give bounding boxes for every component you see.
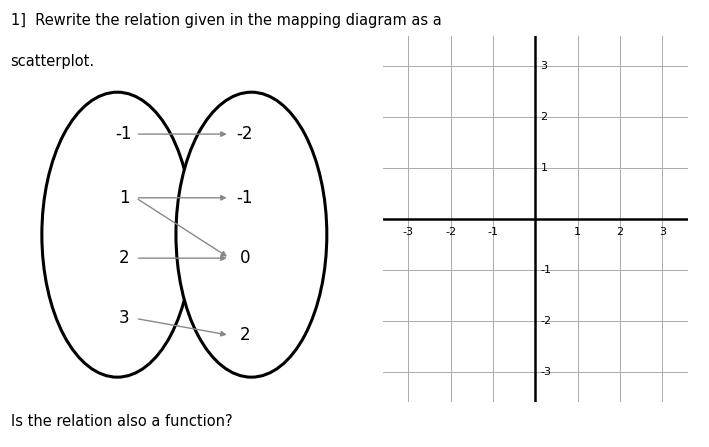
Text: Is the relation also a function?: Is the relation also a function? bbox=[11, 414, 233, 429]
Text: 2: 2 bbox=[118, 249, 129, 267]
Text: 3: 3 bbox=[659, 227, 666, 236]
Text: 1: 1 bbox=[574, 227, 581, 236]
Ellipse shape bbox=[42, 92, 193, 377]
Text: 1]  Rewrite the relation given in the mapping diagram as a: 1] Rewrite the relation given in the map… bbox=[11, 13, 442, 29]
Text: 2: 2 bbox=[240, 326, 250, 344]
Text: -1: -1 bbox=[116, 125, 133, 143]
Text: -1: -1 bbox=[488, 227, 498, 236]
Text: -3: -3 bbox=[403, 227, 414, 236]
Text: -2: -2 bbox=[540, 316, 552, 326]
Text: 0: 0 bbox=[240, 249, 250, 267]
Text: 1: 1 bbox=[540, 163, 547, 173]
Text: -1: -1 bbox=[540, 265, 552, 275]
Text: -2: -2 bbox=[445, 227, 456, 236]
Text: 3: 3 bbox=[118, 309, 129, 328]
Text: scatterplot.: scatterplot. bbox=[11, 54, 95, 69]
Text: -3: -3 bbox=[540, 367, 552, 377]
Text: -2: -2 bbox=[236, 125, 253, 143]
Text: 1: 1 bbox=[118, 189, 129, 207]
Text: 3: 3 bbox=[540, 61, 547, 72]
Ellipse shape bbox=[176, 92, 327, 377]
Text: -1: -1 bbox=[236, 189, 253, 207]
Text: 2: 2 bbox=[540, 112, 547, 122]
Text: 2: 2 bbox=[616, 227, 623, 236]
